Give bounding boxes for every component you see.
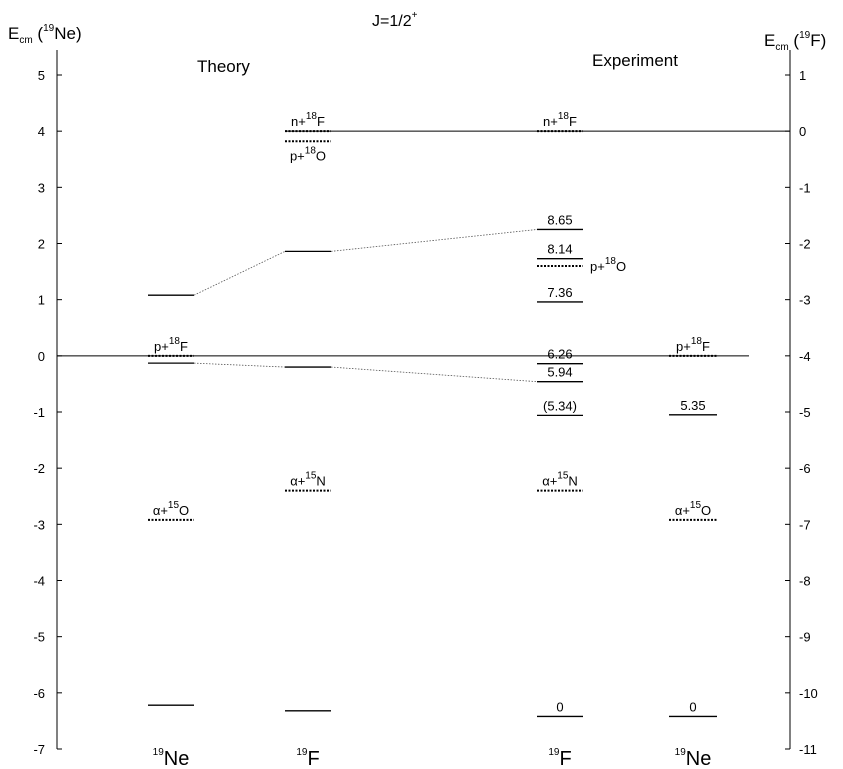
right-axis-title: Ecm (19F)	[764, 30, 826, 53]
left-tick-label: 0	[38, 349, 45, 364]
level-connectors	[193, 229, 538, 383]
right-tick-label: -6	[799, 461, 811, 476]
experiment-heading: Experiment	[592, 51, 678, 70]
right-tick-label: -5	[799, 405, 811, 420]
right-tick-label: -3	[799, 293, 811, 308]
left-tick-label: -3	[33, 517, 45, 532]
title-main: J=1/2	[372, 13, 412, 30]
left-tick-label: -1	[33, 405, 45, 420]
right-tick-label: -8	[799, 574, 811, 589]
right-tick-label: -2	[799, 237, 811, 252]
connector-line	[330, 229, 538, 252]
threshold-lines: p+18F α+15O n+18F p+18O α+15N n+18F p+18O α+15N…	[148, 111, 717, 521]
column-label-th_f: 19F	[296, 747, 319, 769]
left-tick-label: -5	[33, 630, 45, 645]
column-label-ex_ne: 19Ne	[675, 747, 712, 769]
column-label-ex_f: 19F	[548, 747, 571, 769]
column-labels: 19Ne 19F 19F 19Ne	[153, 747, 712, 769]
threshold-label: α+15N	[290, 471, 326, 489]
threshold-label: α+15O	[675, 500, 711, 518]
left-tick-label: -7	[33, 742, 45, 757]
level-label: 8.65	[547, 212, 572, 227]
right-tick-label: -1	[799, 180, 811, 195]
right-tick-label: -11	[799, 742, 817, 757]
left-tick-label: 5	[38, 68, 45, 83]
level-label: 8.14	[547, 242, 572, 257]
axes: 5 4 3 2 1 0 -1 -2 -3 -4 -5 -6 -7 1 0 -1 -2 -3 -4 -5 -6 -7 -8 -9…	[33, 50, 818, 757]
right-tick-label: -9	[799, 630, 811, 645]
right-tick-label: -7	[799, 517, 811, 532]
connector-line	[193, 362, 286, 368]
left-tick-label: 1	[38, 293, 45, 308]
threshold-label: α+15N	[542, 471, 578, 489]
right-tick-label: 0	[799, 124, 806, 139]
threshold-label: α+15O	[153, 500, 189, 518]
level-label: 0	[556, 699, 563, 714]
threshold-label: n+18F	[543, 111, 577, 129]
threshold-label: p+18F	[676, 336, 710, 354]
left-tick-label: -2	[33, 461, 45, 476]
level-label: 0	[689, 699, 696, 714]
level-label: 7.36	[547, 285, 572, 300]
diagram-title: J=1/2+	[372, 10, 418, 30]
connector-line	[193, 251, 286, 296]
column-label-th_ne: 19Ne	[153, 747, 190, 769]
right-tick-label: 1	[799, 68, 806, 83]
left-tick-label: 4	[38, 124, 45, 139]
connector-line	[330, 366, 538, 383]
right-tick-label: -10	[799, 686, 818, 701]
left-axis-title: Ecm (19Ne)	[8, 23, 82, 46]
left-tick-label: -4	[33, 574, 45, 589]
level-label: 5.94	[547, 365, 572, 380]
threshold-label: p+18O	[290, 145, 326, 163]
right-tick-label: -4	[799, 349, 811, 364]
threshold-label: p+18F	[154, 336, 188, 354]
theory-heading: Theory	[197, 57, 250, 76]
level-label: 5.35	[680, 398, 705, 413]
threshold-label: p+18O	[590, 256, 626, 274]
level-label: 6.26	[547, 347, 572, 362]
title-superscript: +	[412, 10, 418, 21]
level-label: (5.34)	[543, 398, 577, 413]
left-tick-label: -6	[33, 686, 45, 701]
reference-lines	[57, 130, 790, 357]
left-tick-label: 2	[38, 237, 45, 252]
left-tick-label: 3	[38, 180, 45, 195]
threshold-label: n+18F	[291, 111, 325, 129]
energy-levels: 8.65 8.14 7.36 6.26 5.94 (5.34) 0 5.35 0	[148, 212, 717, 718]
